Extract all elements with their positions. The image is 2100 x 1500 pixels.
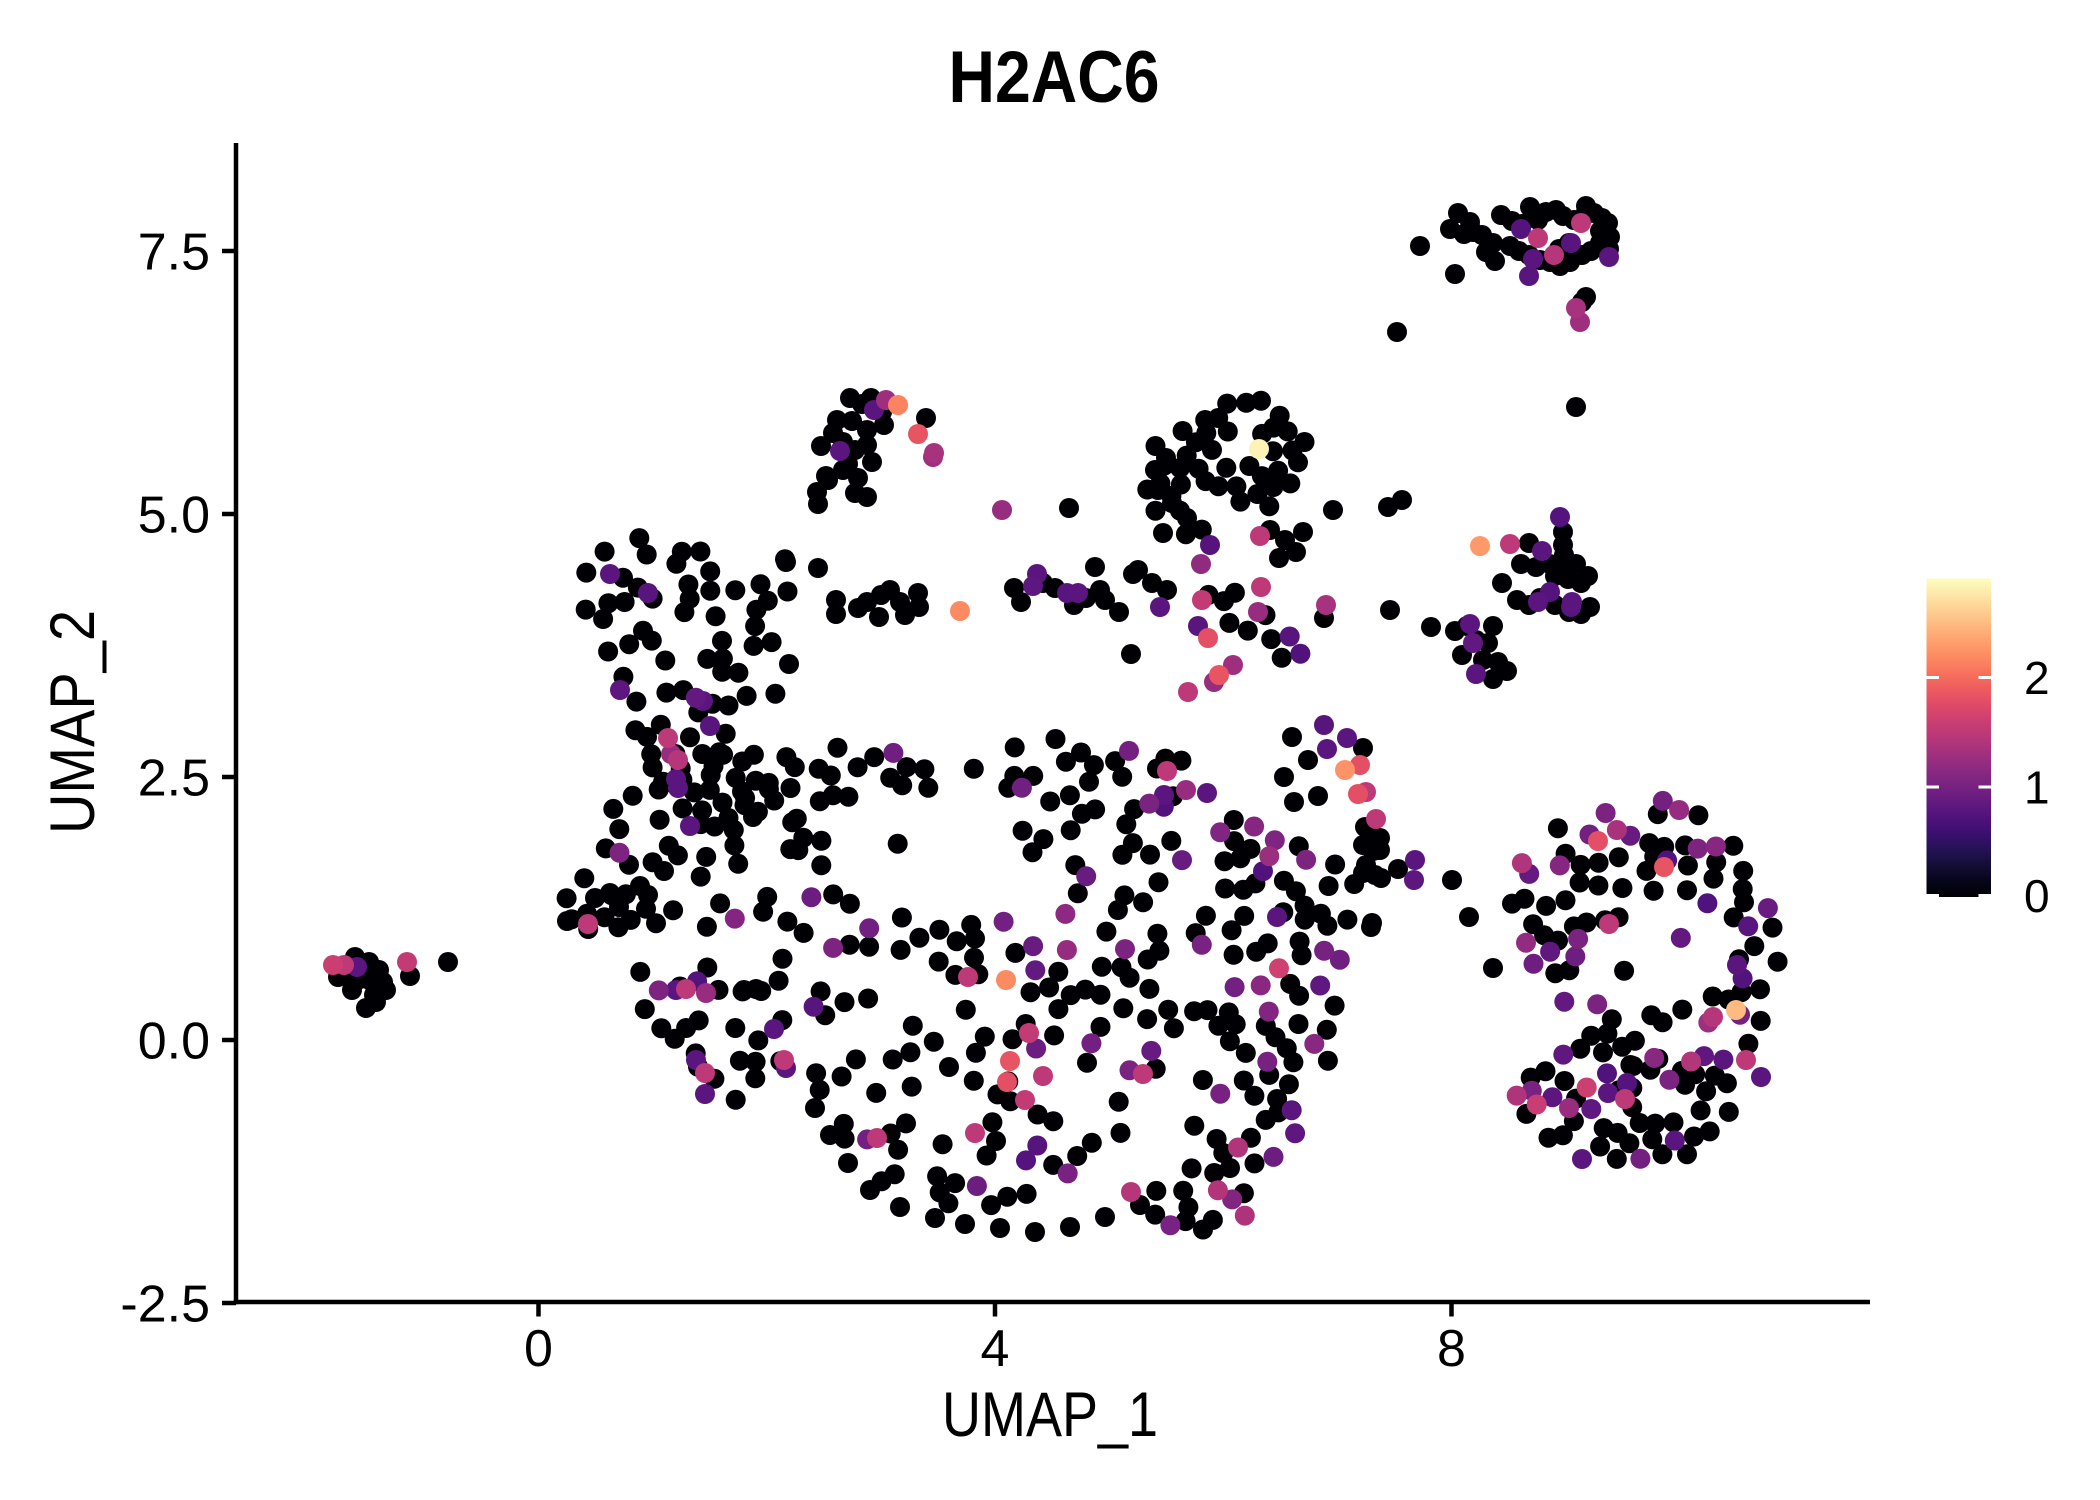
svg-text:H2AC6: H2AC6 [949, 37, 1160, 118]
svg-text:0: 0 [2024, 870, 2050, 922]
svg-text:-2.5: -2.5 [120, 1276, 210, 1334]
svg-text:8: 8 [1437, 1320, 1466, 1378]
svg-text:UMAP_2: UMAP_2 [38, 610, 108, 834]
svg-text:0.0: 0.0 [138, 1013, 210, 1071]
svg-text:4: 4 [981, 1320, 1010, 1378]
svg-text:1: 1 [2024, 762, 2050, 814]
svg-text:2.5: 2.5 [138, 750, 210, 808]
svg-text:5.0: 5.0 [138, 487, 210, 545]
svg-text:UMAP_1: UMAP_1 [942, 1380, 1158, 1450]
svg-text:2: 2 [2024, 652, 2050, 704]
svg-text:0: 0 [524, 1320, 553, 1378]
svg-text:7.5: 7.5 [138, 224, 210, 282]
